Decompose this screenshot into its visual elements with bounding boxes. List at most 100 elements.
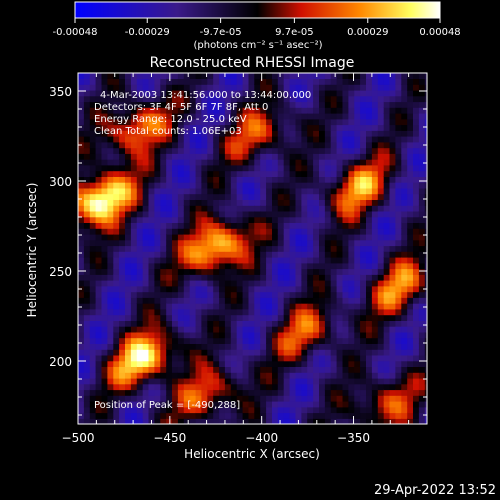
heatmap-cell xyxy=(130,337,138,344)
heatmap-cell xyxy=(277,389,285,396)
heatmap-cell xyxy=(213,331,220,339)
heatmap-cell xyxy=(413,193,420,200)
heatmap-cell xyxy=(207,291,214,298)
heatmap-cell xyxy=(166,193,173,200)
heatmap-cell xyxy=(195,118,203,126)
heatmap-cell xyxy=(336,343,344,350)
heatmap-cell xyxy=(342,95,349,103)
heatmap-cell xyxy=(418,78,426,85)
heatmap-cell xyxy=(95,377,103,385)
heatmap-cell xyxy=(101,412,108,419)
heatmap-cell xyxy=(313,176,320,183)
heatmap-cell xyxy=(201,113,208,120)
heatmap-cell xyxy=(78,176,85,183)
heatmap-cell xyxy=(277,401,285,408)
heatmap-cell xyxy=(207,372,214,379)
heatmap-cell xyxy=(101,401,108,408)
heatmap-cell xyxy=(78,314,85,321)
heatmap-cell xyxy=(195,147,203,154)
heatmap-cell xyxy=(213,130,220,137)
heatmap-cell xyxy=(201,205,208,212)
heatmap-cell xyxy=(330,199,338,206)
heatmap-cell xyxy=(413,395,420,402)
heatmap-cell xyxy=(207,360,214,367)
heatmap-cell xyxy=(424,383,427,391)
heatmap-cell xyxy=(371,153,379,160)
heatmap-cell xyxy=(407,360,414,367)
heatmap-cell xyxy=(213,320,220,327)
heatmap-cell xyxy=(313,193,320,200)
heatmap-cell xyxy=(136,418,144,424)
heatmap-cell xyxy=(148,130,155,137)
heatmap-cell xyxy=(213,182,220,189)
heatmap-cell xyxy=(324,193,332,200)
heatmap-cell xyxy=(172,118,179,126)
heatmap-cell xyxy=(336,268,344,275)
heatmap-cell xyxy=(348,89,355,97)
heatmap-cell xyxy=(319,124,326,131)
heatmap-cell xyxy=(407,216,414,223)
heatmap-cell xyxy=(307,395,314,402)
heatmap-cell xyxy=(107,308,114,316)
heatmap-cell xyxy=(424,130,427,137)
heatmap-cell xyxy=(260,412,267,419)
heatmap-cell xyxy=(213,314,220,321)
heatmap-cell xyxy=(336,239,344,247)
heatmap-cell xyxy=(301,280,308,287)
heatmap-cell xyxy=(236,354,244,362)
heatmap-cell xyxy=(283,326,291,333)
heatmap-cell xyxy=(95,113,103,120)
heatmap-cell xyxy=(401,95,408,103)
heatmap-cell xyxy=(324,331,332,339)
heatmap-cell xyxy=(230,222,238,229)
heatmap-cell xyxy=(260,95,267,103)
heatmap-cell xyxy=(248,118,255,126)
heatmap-cell xyxy=(254,176,261,183)
heatmap-cell xyxy=(418,372,426,379)
heatmap-cell xyxy=(213,118,220,126)
heatmap-cell xyxy=(395,199,402,206)
heatmap-cell xyxy=(230,245,238,252)
heatmap-cell xyxy=(283,389,291,396)
heatmap-cell xyxy=(348,274,355,281)
heatmap-cell xyxy=(289,337,297,344)
heatmap-cell xyxy=(154,331,161,339)
heatmap-cell xyxy=(360,89,367,97)
heatmap-cell xyxy=(248,383,255,391)
heatmap-cell xyxy=(313,164,320,172)
heatmap-cell xyxy=(254,354,261,362)
heatmap-cell xyxy=(83,251,91,258)
heatmap-cell xyxy=(236,360,244,367)
heatmap-cell xyxy=(301,360,308,367)
heatmap-cell xyxy=(266,418,273,424)
heatmap-cell xyxy=(383,245,391,252)
heatmap-cell xyxy=(142,147,150,154)
heatmap-cell xyxy=(366,280,373,287)
heatmap-cell xyxy=(201,89,208,97)
heatmap-cell xyxy=(377,130,385,137)
heatmap-cell xyxy=(389,280,396,287)
heatmap-cell xyxy=(336,291,344,298)
heatmap-cell xyxy=(330,233,338,241)
heatmap-cell xyxy=(389,349,396,356)
heatmap-cell xyxy=(260,159,267,166)
heatmap-cell xyxy=(319,262,326,270)
heatmap-cell xyxy=(313,136,320,143)
heatmap-cell xyxy=(418,222,426,229)
heatmap-cell xyxy=(224,141,232,149)
heatmap-cell xyxy=(248,257,255,264)
heatmap-cell xyxy=(313,251,320,258)
heatmap-cell xyxy=(166,274,173,281)
heatmap-cell xyxy=(383,153,391,160)
heatmap-cell xyxy=(166,412,173,419)
heatmap-cell xyxy=(101,187,108,195)
heatmap-cell xyxy=(107,233,114,241)
heatmap-cell xyxy=(242,153,250,160)
heatmap-cell xyxy=(219,153,226,160)
heatmap-cell xyxy=(283,205,291,212)
heatmap-cell xyxy=(119,377,126,385)
y-tick-label: 250 xyxy=(49,265,72,279)
heatmap-cell xyxy=(371,73,379,79)
heatmap-cell xyxy=(248,130,255,137)
heatmap-cell xyxy=(242,182,250,189)
